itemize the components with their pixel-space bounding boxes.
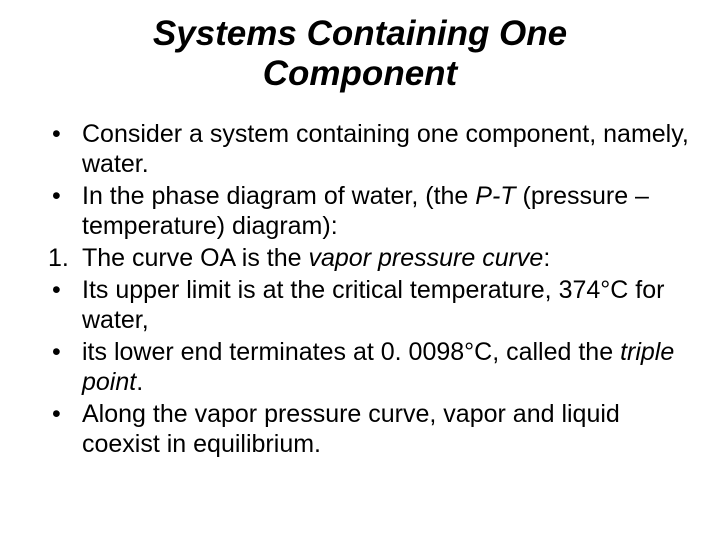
body-list: Consider a system containing one compone…	[30, 119, 690, 459]
slide: Systems Containing One Component Conside…	[0, 0, 720, 540]
list-item: Consider a system containing one compone…	[48, 119, 690, 179]
slide-title: Systems Containing One Component	[30, 14, 690, 95]
title-line-2: Component	[263, 54, 457, 93]
list-item: In the phase diagram of water, (the P-T …	[48, 181, 690, 241]
list-item: Its upper limit is at the critical tempe…	[48, 275, 690, 335]
list-item: Along the vapor pressure curve, vapor an…	[48, 399, 690, 459]
title-line-1: Systems Containing One	[153, 14, 567, 53]
list-item: its lower end terminates at 0. 0098°C, c…	[48, 337, 690, 397]
list-item: The curve OA is the vapor pressure curve…	[48, 243, 690, 273]
